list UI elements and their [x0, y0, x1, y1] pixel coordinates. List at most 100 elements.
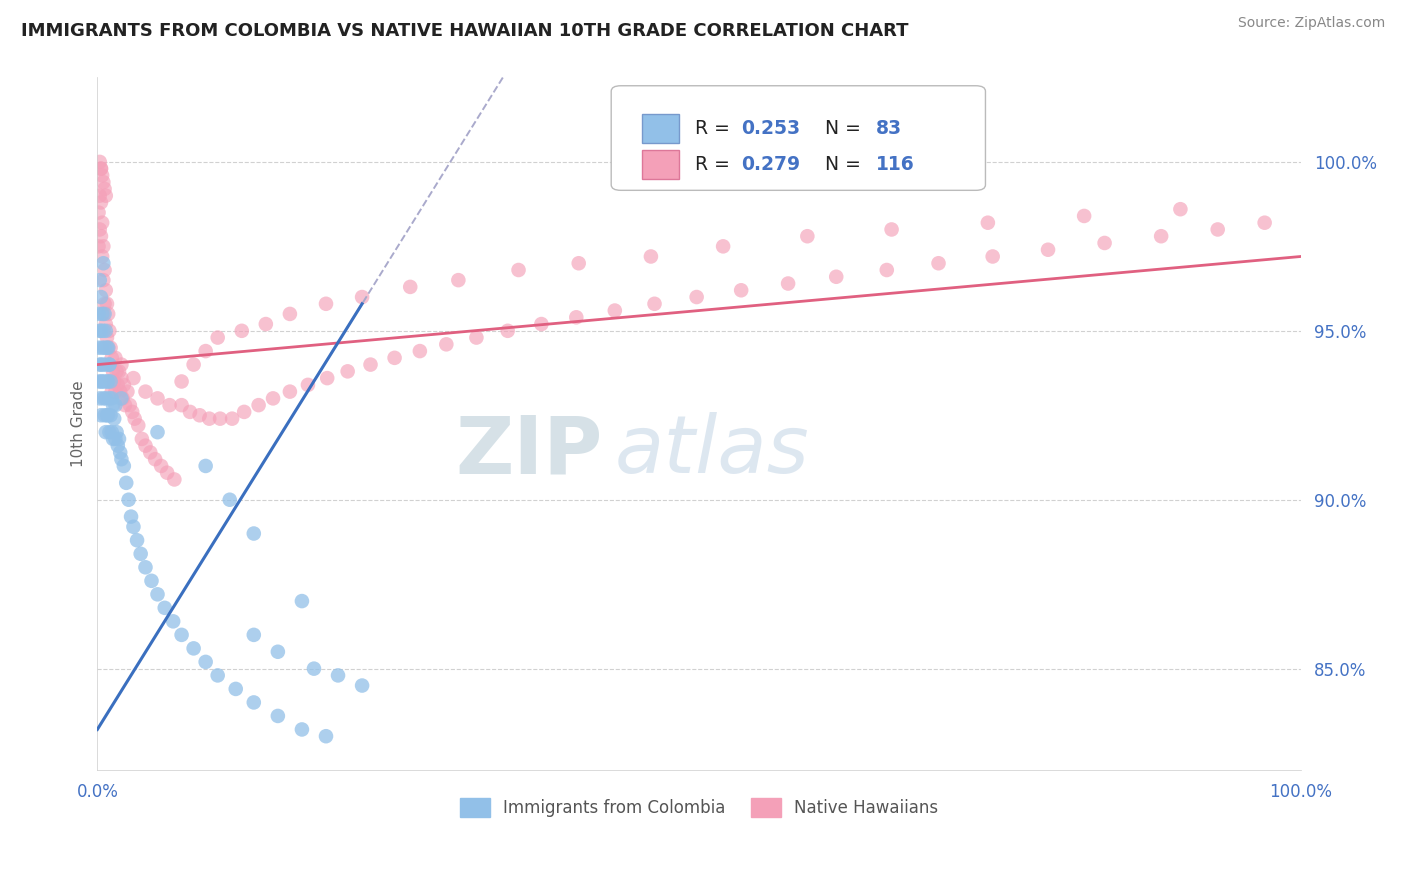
- Point: [94, 324, 117, 338]
- Point: [87, 341, 110, 355]
- Point: [778, 277, 800, 291]
- Point: [110, 392, 132, 406]
- Point: [101, 432, 124, 446]
- Point: [89, 188, 111, 202]
- Bar: [643, 114, 679, 144]
- Point: [93, 182, 115, 196]
- Point: [104, 351, 127, 365]
- Point: [90, 161, 112, 176]
- Point: [640, 250, 662, 264]
- Point: [1206, 222, 1229, 236]
- Point: [105, 425, 128, 439]
- Point: [796, 229, 818, 244]
- Point: [97, 375, 120, 389]
- Point: [89, 273, 111, 287]
- Point: [93, 358, 115, 372]
- Point: [603, 303, 626, 318]
- Point: [1094, 235, 1116, 250]
- Point: [89, 155, 111, 169]
- Point: [93, 273, 115, 287]
- Point: [278, 307, 301, 321]
- Point: [93, 256, 115, 270]
- Point: [87, 307, 110, 321]
- Point: [89, 392, 111, 406]
- Point: [209, 411, 232, 425]
- Point: [243, 628, 266, 642]
- Point: [89, 324, 111, 338]
- Point: [96, 341, 118, 355]
- Point: [110, 371, 132, 385]
- Point: [163, 473, 186, 487]
- Point: [170, 628, 193, 642]
- Point: [122, 520, 145, 534]
- Point: [101, 425, 124, 439]
- Point: [91, 169, 114, 183]
- Point: [194, 344, 217, 359]
- Text: 83: 83: [876, 120, 903, 138]
- Point: [194, 655, 217, 669]
- Point: [97, 341, 120, 355]
- Point: [207, 668, 229, 682]
- Text: N =: N =: [813, 154, 868, 174]
- Point: [122, 371, 145, 385]
- Point: [101, 384, 124, 399]
- Point: [118, 398, 141, 412]
- Point: [93, 307, 115, 321]
- Point: [91, 341, 114, 355]
- Point: [89, 358, 111, 372]
- Point: [278, 384, 301, 399]
- Point: [352, 290, 374, 304]
- Point: [465, 330, 488, 344]
- Point: [91, 216, 114, 230]
- Text: 0.279: 0.279: [741, 154, 800, 174]
- Point: [141, 574, 163, 588]
- Point: [134, 384, 156, 399]
- Point: [530, 317, 553, 331]
- Point: [104, 432, 127, 446]
- Point: [162, 615, 184, 629]
- Point: [352, 679, 374, 693]
- Point: [103, 411, 125, 425]
- Point: [93, 297, 115, 311]
- Point: [98, 392, 121, 406]
- Point: [1036, 243, 1059, 257]
- Point: [267, 709, 290, 723]
- Point: [129, 547, 152, 561]
- Point: [302, 662, 325, 676]
- Point: [225, 681, 247, 696]
- Point: [143, 452, 166, 467]
- Point: [90, 324, 112, 338]
- Point: [91, 375, 114, 389]
- Point: [96, 297, 118, 311]
- Point: [127, 418, 149, 433]
- Point: [87, 205, 110, 219]
- Point: [644, 297, 666, 311]
- Point: [110, 452, 132, 467]
- Point: [207, 330, 229, 344]
- Point: [98, 358, 121, 372]
- Point: [565, 310, 588, 325]
- Point: [981, 250, 1004, 264]
- Point: [101, 398, 124, 412]
- Point: [114, 398, 136, 412]
- Text: R =: R =: [696, 154, 737, 174]
- Point: [326, 668, 349, 682]
- Point: [97, 409, 120, 423]
- Point: [384, 351, 406, 365]
- Point: [94, 283, 117, 297]
- Text: Source: ZipAtlas.com: Source: ZipAtlas.com: [1237, 16, 1385, 30]
- Point: [101, 392, 124, 406]
- Point: [880, 222, 903, 236]
- Point: [247, 398, 270, 412]
- Y-axis label: 10th Grade: 10th Grade: [72, 380, 86, 467]
- Point: [685, 290, 707, 304]
- Point: [117, 384, 139, 399]
- Point: [103, 375, 125, 389]
- Point: [90, 358, 112, 372]
- Point: [291, 723, 314, 737]
- Point: [97, 341, 120, 355]
- Point: [233, 405, 256, 419]
- Point: [93, 263, 115, 277]
- Point: [179, 405, 201, 419]
- Point: [360, 358, 382, 372]
